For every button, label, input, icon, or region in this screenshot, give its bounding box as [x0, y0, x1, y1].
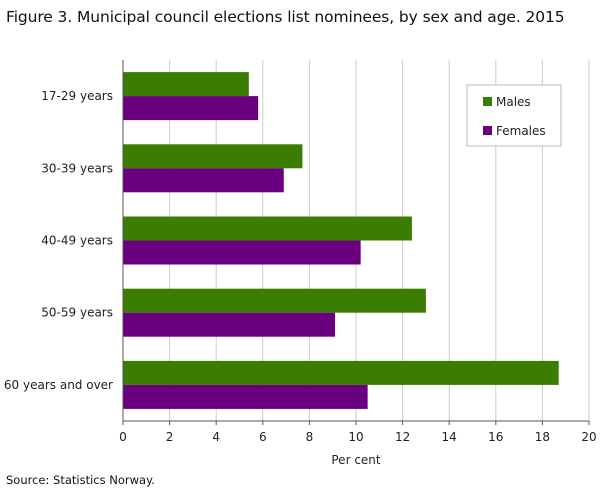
axes	[122, 60, 590, 425]
bar-males-1	[123, 72, 249, 97]
x-tick-label: 14	[442, 430, 457, 444]
x-tick-label: 18	[535, 430, 550, 444]
category-label: 50-59 years	[41, 306, 113, 320]
category-labels: 17-29 years 30-39 years 40-49 years 50-59 y…	[4, 89, 113, 392]
category-label: 30-39 years	[41, 161, 113, 175]
x-tick-label: 8	[306, 430, 314, 444]
bar-males-5	[123, 360, 559, 385]
legend-swatch-males	[483, 97, 492, 106]
category-label: 17-29 years	[41, 89, 113, 103]
bar-females-1	[123, 96, 259, 121]
x-tick-label: 12	[395, 430, 410, 444]
x-tick-label: 2	[166, 430, 174, 444]
source-note: Source: Statistics Norway.	[6, 473, 155, 487]
x-tick-label: 10	[348, 430, 363, 444]
x-tick-labels: 0 2 4 6 8 10 12 14 16 18 20	[119, 430, 596, 444]
bar-females-4	[123, 312, 336, 337]
x-tick-label: 4	[212, 430, 220, 444]
legend-swatch-females	[483, 126, 492, 135]
x-tick-label: 6	[259, 430, 267, 444]
bar-males-2	[123, 144, 303, 169]
x-tick-label: 16	[488, 430, 503, 444]
bars	[123, 72, 559, 409]
bar-females-2	[123, 168, 284, 193]
bar-males-3	[123, 216, 412, 241]
bar-males-4	[123, 288, 426, 313]
category-label: 60 years and over	[4, 378, 113, 392]
legend-label-males: Males	[496, 95, 531, 109]
bar-females-5	[123, 384, 368, 409]
x-tick-label: 0	[119, 430, 127, 444]
category-label: 40-49 years	[41, 234, 113, 248]
x-axis-label: Per cent	[331, 453, 381, 467]
chart-title: Figure 3. Municipal council elections li…	[6, 8, 565, 26]
legend-box	[466, 84, 562, 147]
x-tick-label: 20	[581, 430, 596, 444]
legend: Males Females	[466, 84, 562, 147]
legend-label-females: Females	[496, 124, 546, 138]
bar-females-3	[123, 240, 361, 265]
